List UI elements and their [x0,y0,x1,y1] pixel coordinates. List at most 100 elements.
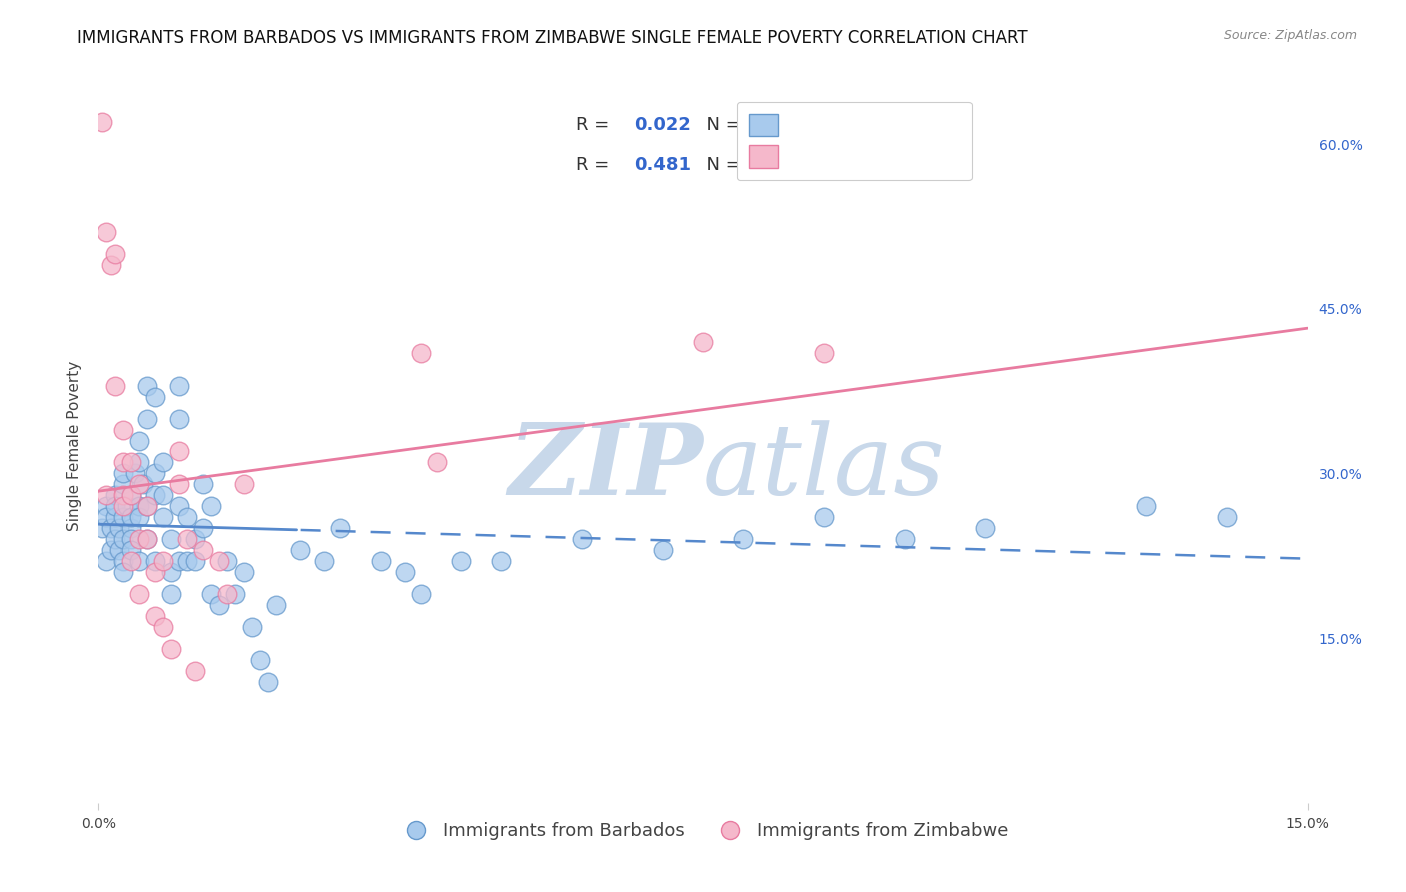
Point [232,477,254,491]
Point [103,247,125,261]
Point [111,423,134,437]
Point [184,533,207,547]
Point [152,488,174,502]
Point [176,510,198,524]
Point [135,533,157,547]
Y-axis label: Single Female Poverty: Single Female Poverty [66,361,82,531]
Point [111,500,134,514]
Point [96,500,118,514]
Text: 35: 35 [751,155,776,174]
Text: 0.022: 0.022 [634,116,690,135]
Point [217,554,239,568]
Point [128,510,150,524]
Point [208,554,231,568]
Point [103,378,125,392]
Point [409,345,432,359]
Point [111,488,134,502]
Point [1135,500,1157,514]
Point [160,587,183,601]
Point [100,258,122,272]
Point [120,488,142,502]
Point [103,510,125,524]
Point [107,543,129,558]
Point [1216,510,1239,524]
Legend: Immigrants from Barbados, Immigrants from Zimbabwe: Immigrants from Barbados, Immigrants fro… [391,815,1015,847]
Point [103,533,125,547]
Text: R =: R = [576,155,614,174]
Point [135,378,157,392]
Point [143,390,166,404]
Point [893,533,915,547]
Point [217,587,239,601]
Text: Source: ZipAtlas.com: Source: ZipAtlas.com [1223,29,1357,42]
Point [111,566,134,580]
Point [167,444,190,458]
Point [96,488,118,502]
Point [176,533,198,547]
Point [249,653,271,667]
Point [120,488,142,502]
Point [135,500,157,514]
Point [370,554,392,568]
Point [974,521,997,535]
Point [128,455,150,469]
Point [111,533,134,547]
Point [167,500,190,514]
Point [111,467,134,481]
Point [143,467,166,481]
Point [329,521,352,535]
Point [184,554,207,568]
Point [100,543,122,558]
Point [143,566,166,580]
Point [160,642,183,657]
Point [128,554,150,568]
Point [96,510,118,524]
Point [111,455,134,469]
Point [152,554,174,568]
Point [135,533,157,547]
Point [152,510,174,524]
Point [409,587,432,601]
Point [120,455,142,469]
Point [450,554,472,568]
Point [184,664,207,678]
Point [128,434,150,448]
Point [394,566,416,580]
Text: N =: N = [695,155,747,174]
Point [120,554,142,568]
Point [128,533,150,547]
Point [167,411,190,425]
Point [256,675,278,690]
Point [200,500,222,514]
Point [91,521,114,535]
Point [813,345,835,359]
Point [232,566,254,580]
Point [426,455,449,469]
Point [103,488,125,502]
Point [200,587,222,601]
Point [111,554,134,568]
Point [160,533,183,547]
Point [96,225,118,239]
Point [733,533,755,547]
Text: 0.481: 0.481 [634,155,692,174]
Point [167,554,190,568]
Point [193,543,215,558]
Point [128,477,150,491]
Point [120,533,142,547]
Point [111,510,134,524]
Point [160,566,183,580]
Point [132,477,155,491]
Text: R =: R = [576,116,614,135]
Point [651,543,673,558]
Text: 81: 81 [751,116,776,135]
Point [288,543,311,558]
Point [100,521,122,535]
Point [107,521,129,535]
Point [314,554,336,568]
Text: N =: N = [695,116,747,135]
Point [193,521,215,535]
Point [143,554,166,568]
Point [120,521,142,535]
Point [115,500,138,514]
